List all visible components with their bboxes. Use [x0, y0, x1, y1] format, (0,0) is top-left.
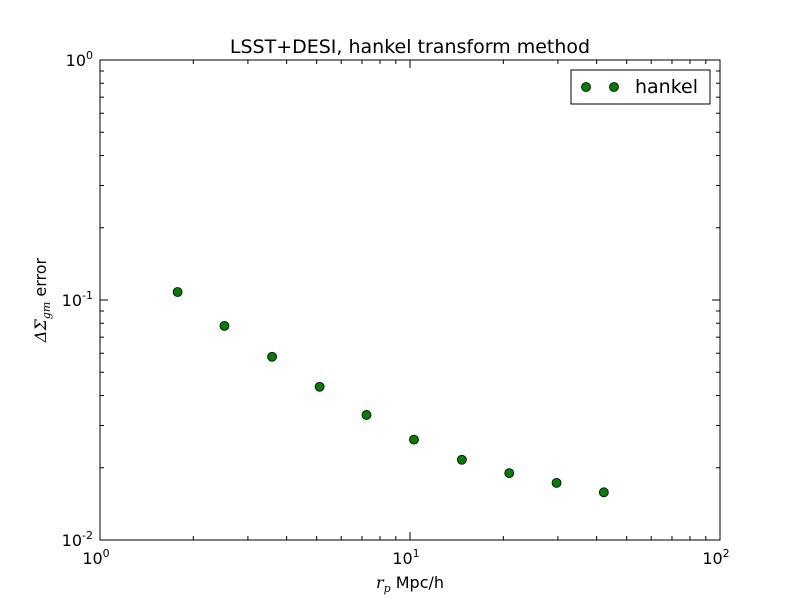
- x-axis-ticks: [99, 60, 721, 540]
- data-point: [314, 381, 325, 392]
- x-tick-label: 101: [392, 547, 419, 568]
- x-tick-label-base: 10: [392, 549, 412, 568]
- x-axis-tick-labels: 100 101 102: [82, 547, 729, 568]
- data-point: [219, 320, 230, 331]
- chart-title: LSST+DESI, hankel transform method: [230, 36, 590, 58]
- data-point: [267, 351, 277, 362]
- x-tick-label-exponent: 0: [103, 547, 110, 560]
- y-tick-label: 100: [66, 49, 93, 70]
- data-point: [409, 434, 419, 445]
- data-point: [456, 454, 467, 465]
- x-tick-label-exponent: 2: [723, 547, 730, 560]
- x-tick-label-base: 10: [82, 549, 102, 568]
- y-tick-label-base: 10: [62, 291, 82, 310]
- y-axis-label: ΔΣgm error: [31, 257, 53, 343]
- y-axis-ticks: [100, 59, 720, 541]
- y-tick-label-base: 10: [62, 531, 82, 550]
- legend-label-hankel: hankel: [635, 76, 698, 98]
- data-point: [172, 287, 183, 297]
- y-tick-label-exponent: -2: [82, 529, 93, 542]
- data-point: [361, 410, 372, 420]
- data-point: [551, 477, 562, 488]
- x-tick-label-exponent: 1: [413, 547, 420, 560]
- data-point: [598, 487, 609, 498]
- legend-box: [570, 69, 711, 105]
- legend-marker-right: [609, 82, 619, 92]
- x-tick-label: 102: [702, 547, 729, 568]
- y-tick-label-base: 10: [66, 51, 86, 70]
- plot-area: [99, 59, 721, 541]
- x-axis-label: rp Mpc/h: [376, 573, 444, 595]
- y-tick-label-exponent: -1: [82, 289, 93, 302]
- y-tick-label: 10-2: [62, 529, 93, 550]
- x-tick-label-base: 10: [702, 549, 722, 568]
- data-point: [504, 468, 515, 478]
- data-points: [172, 287, 609, 498]
- legend-marker-left: [581, 82, 591, 92]
- legend: hankel: [570, 69, 711, 105]
- y-tick-label: 10-1: [62, 289, 93, 310]
- y-tick-label-exponent: 0: [86, 49, 93, 62]
- x-tick-label: 100: [82, 547, 109, 568]
